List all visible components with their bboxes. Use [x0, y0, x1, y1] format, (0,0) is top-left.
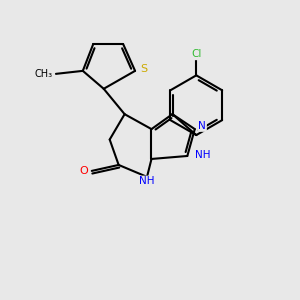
Text: CH₃: CH₃ [35, 69, 53, 79]
Text: S: S [140, 64, 147, 74]
Text: O: O [79, 166, 88, 176]
Text: Cl: Cl [191, 50, 202, 59]
Text: N: N [198, 121, 206, 131]
Text: NH: NH [139, 176, 155, 186]
Text: NH: NH [195, 150, 211, 161]
